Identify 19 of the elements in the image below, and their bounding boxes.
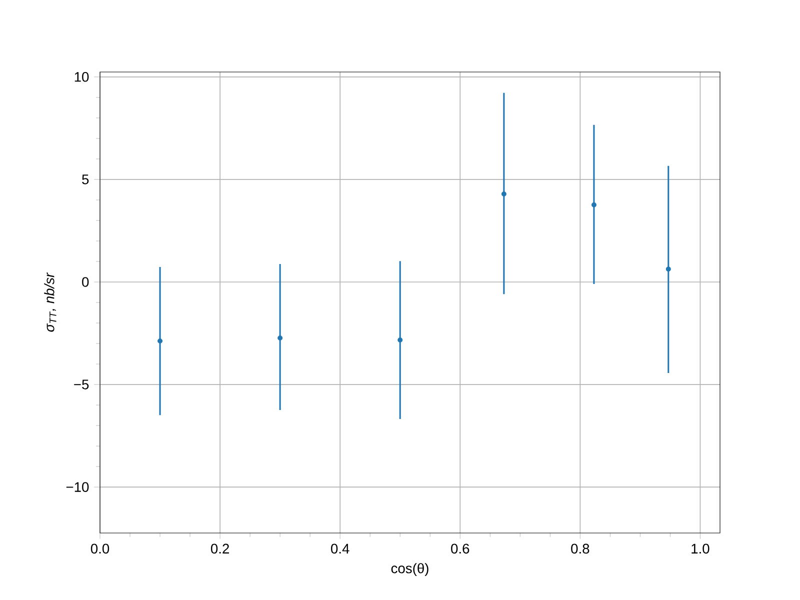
x-axis-title: cos(θ) bbox=[391, 563, 428, 576]
x-tick-label: 1.0 bbox=[692, 544, 710, 554]
y-axis-title: σ$_{TT}$, nb/sr bbox=[44, 272, 56, 332]
y-tick-label: −10 bbox=[66, 482, 89, 492]
x-tick-label: 0.4 bbox=[331, 544, 350, 554]
y-tick-label: 10 bbox=[74, 72, 89, 82]
y-tick-label: 5 bbox=[82, 174, 89, 184]
point bbox=[666, 266, 671, 272]
x-tick-label: 0.6 bbox=[451, 544, 470, 554]
point bbox=[158, 338, 163, 344]
point bbox=[591, 202, 596, 208]
x-tick-label: 0.2 bbox=[210, 544, 229, 554]
x-tick-label: 0.0 bbox=[90, 544, 110, 554]
point bbox=[501, 192, 506, 197]
point bbox=[398, 338, 403, 343]
y-tick-label: 0 bbox=[82, 277, 89, 287]
y-tick-label: −5 bbox=[74, 380, 89, 390]
point bbox=[278, 335, 283, 340]
x-tick-label: 0.8 bbox=[571, 544, 590, 554]
